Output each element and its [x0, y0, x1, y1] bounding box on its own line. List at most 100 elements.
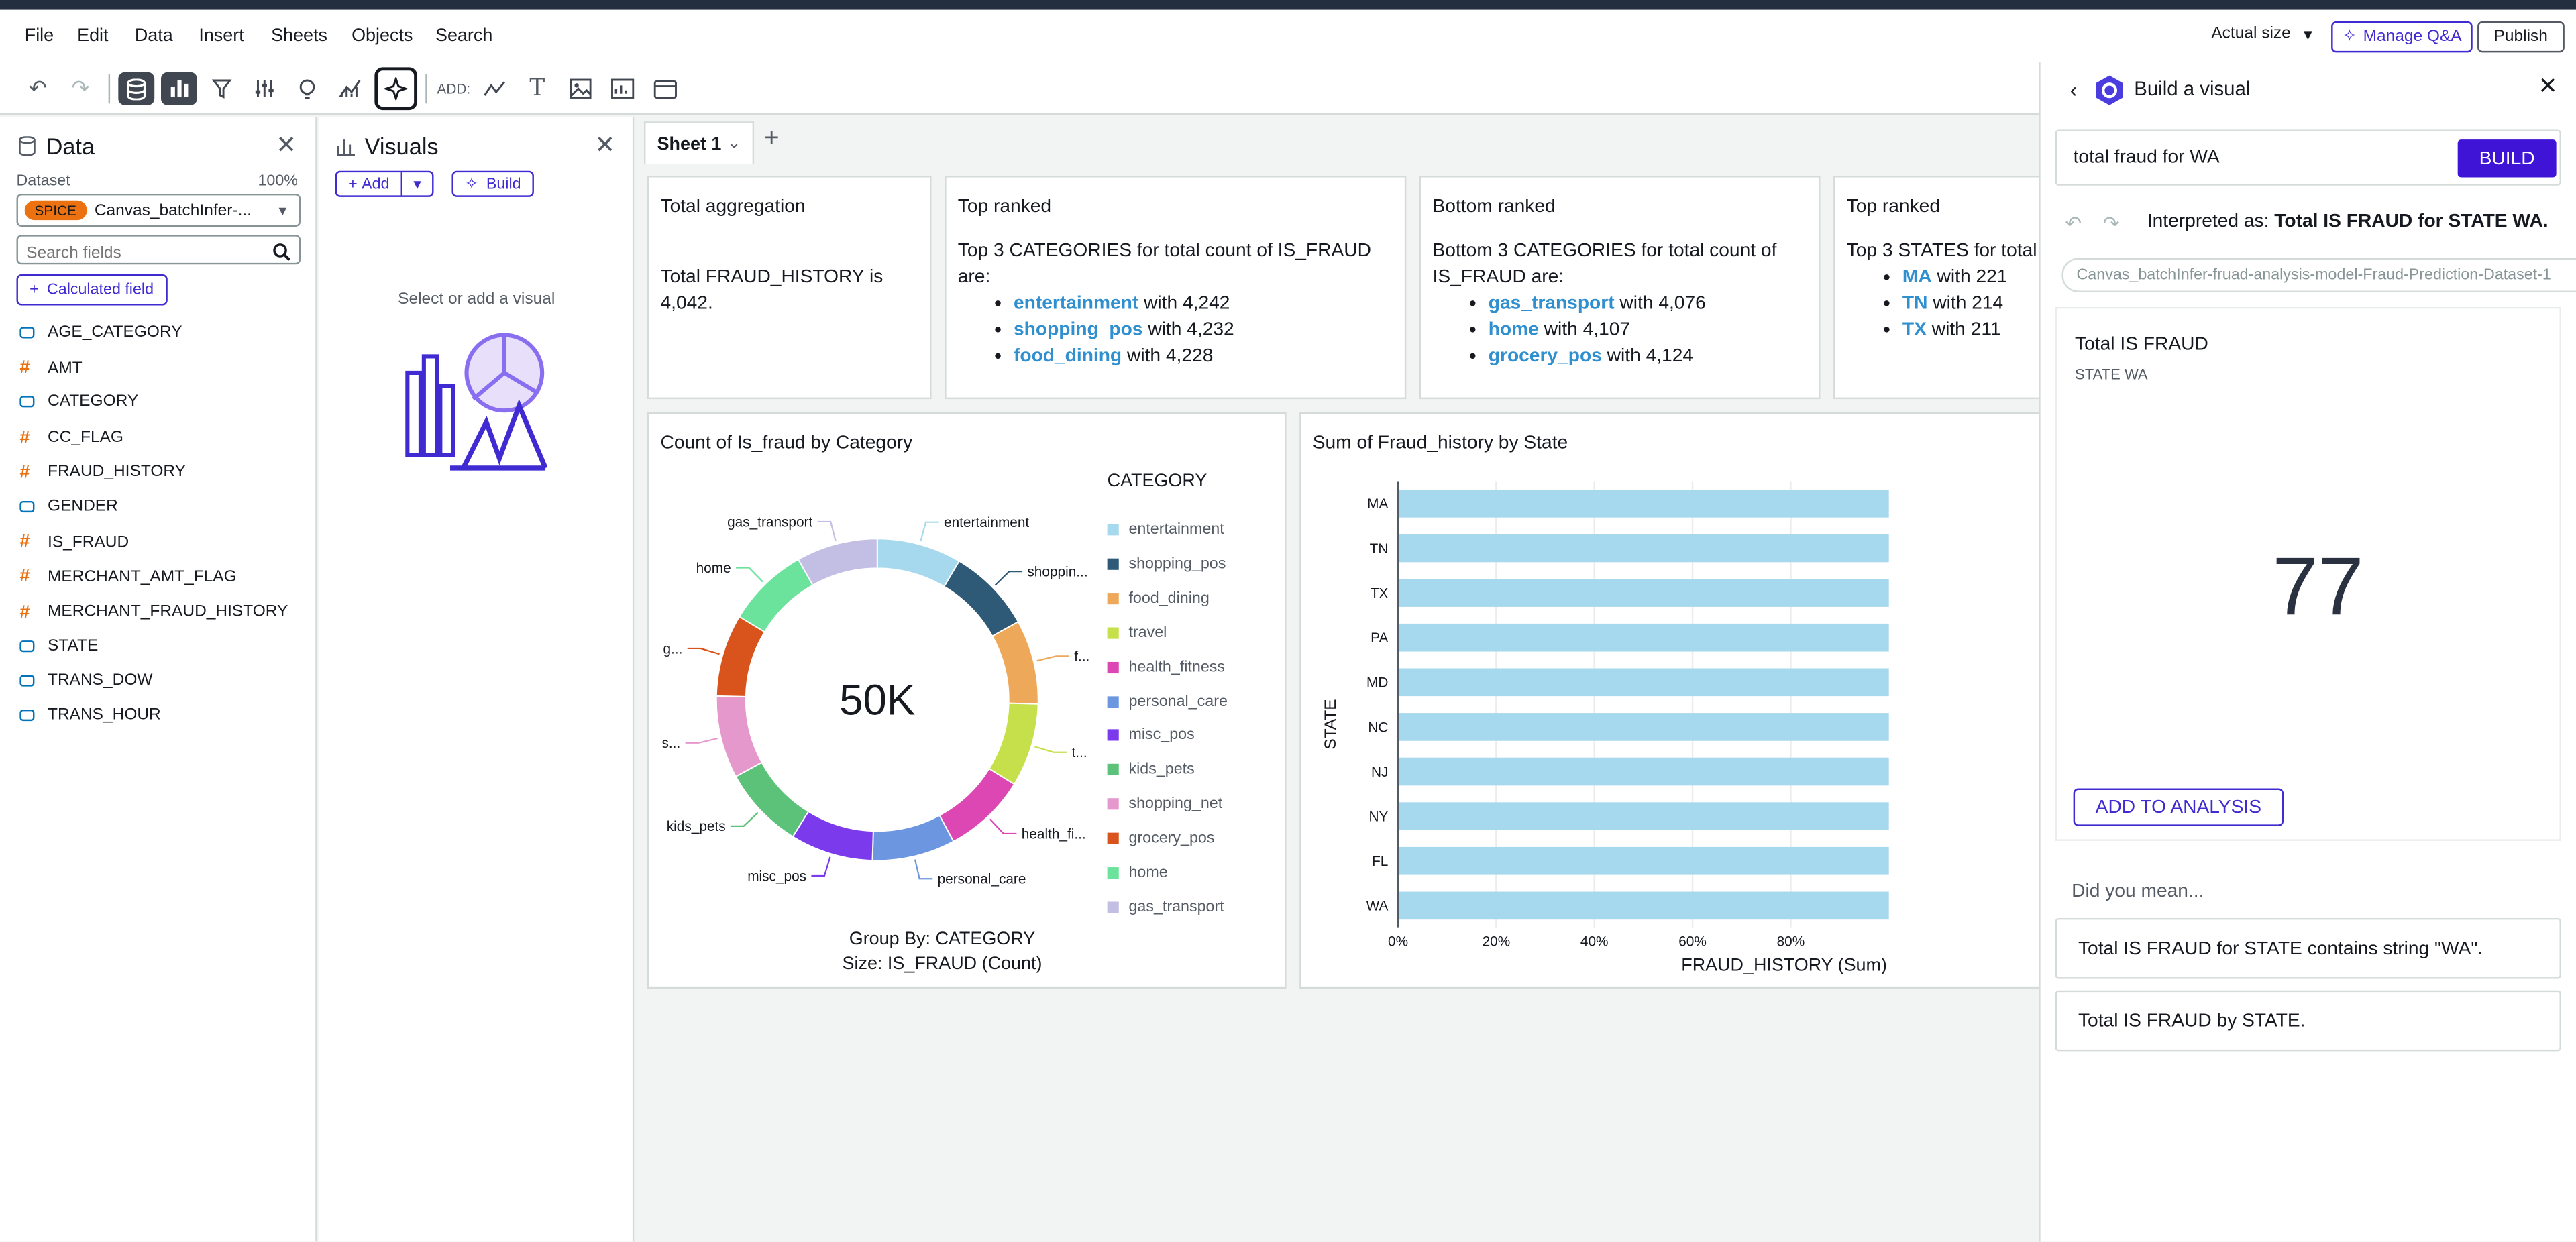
field-item[interactable]: # CC_FLAG: [19, 428, 123, 447]
build-button[interactable]: BUILD: [2457, 139, 2557, 178]
field-item[interactable]: # IS_FRAUD: [19, 532, 129, 552]
field-item[interactable]: GENDER: [19, 498, 118, 516]
close-icon[interactable]: ✕: [276, 131, 297, 160]
donut-slice[interactable]: [792, 810, 874, 862]
search-fields-input[interactable]: [17, 240, 248, 267]
bar[interactable]: [1398, 668, 1889, 697]
field-item[interactable]: CATEGORY: [19, 393, 138, 411]
search-icon[interactable]: [273, 240, 291, 270]
insight-card-total-aggregation[interactable]: Total aggregation Total FRAUD_HISTORY is…: [647, 176, 932, 400]
insight-link[interactable]: TN: [1902, 294, 1928, 314]
bar[interactable]: [1398, 623, 1889, 652]
publish-button[interactable]: Publish: [2477, 21, 2565, 53]
insight-link[interactable]: entertainment: [1014, 294, 1139, 314]
insight-link[interactable]: home: [1488, 320, 1539, 340]
undo-icon[interactable]: ↶: [28, 75, 47, 101]
donut-slice[interactable]: [715, 616, 766, 697]
add-image-icon[interactable]: [562, 72, 598, 105]
insight-card-bottom-ranked-categories[interactable]: Bottom ranked Bottom 3 CATEGORIES for to…: [1419, 176, 1821, 400]
field-item[interactable]: # MERCHANT_FRAUD_HISTORY: [19, 602, 288, 622]
redo-icon[interactable]: ↷: [71, 75, 90, 101]
menu-edit[interactable]: Edit: [77, 26, 109, 46]
forecast-chart-icon[interactable]: [332, 72, 368, 105]
insight-link[interactable]: gas_transport: [1488, 294, 1615, 314]
bar[interactable]: [1398, 757, 1889, 786]
donut-slice[interactable]: [876, 538, 961, 587]
bar[interactable]: [1398, 802, 1889, 830]
donut-chart-visual[interactable]: Count of Is_fraud by Category: [647, 412, 1287, 989]
insight-link[interactable]: shopping_pos: [1014, 320, 1143, 340]
insight-link[interactable]: MA: [1902, 268, 1932, 288]
query-input[interactable]: [2057, 131, 2451, 184]
legend-item[interactable]: grocery_pos: [1107, 830, 1214, 848]
donut-slice[interactable]: [871, 814, 955, 862]
donut-slice[interactable]: [738, 558, 814, 633]
database-icon[interactable]: [118, 72, 155, 105]
insight-link[interactable]: grocery_pos: [1488, 346, 1602, 367]
menu-data[interactable]: Data: [134, 26, 173, 46]
close-icon[interactable]: ✕: [594, 131, 616, 160]
field-item[interactable]: # FRAUD_HISTORY: [19, 463, 186, 482]
menu-insert[interactable]: Insert: [199, 26, 244, 46]
legend-item[interactable]: shopping_net: [1107, 795, 1222, 813]
legend-item[interactable]: food_dining: [1107, 589, 1210, 608]
insight-card-top-ranked-states[interactable]: Top ranked Top 3 STATES for total MA wit…: [1833, 176, 2063, 400]
tab-sheet-1[interactable]: Sheet 1 ⌄: [644, 121, 755, 164]
add-text-icon[interactable]: T: [529, 75, 545, 102]
build-visual-sparkle-icon[interactable]: [374, 67, 418, 111]
bar[interactable]: [1398, 490, 1889, 518]
add-line-icon[interactable]: [476, 72, 513, 105]
bar[interactable]: [1398, 579, 1889, 607]
add-chart-image-icon[interactable]: [604, 72, 641, 105]
add-visual-button[interactable]: + Add: [337, 172, 403, 196]
field-item[interactable]: TRANS_DOW: [19, 672, 153, 690]
legend-item[interactable]: misc_pos: [1107, 726, 1195, 744]
calculated-field-button[interactable]: + Calculated field: [16, 274, 167, 306]
field-item[interactable]: AGE_CATEGORY: [19, 323, 182, 341]
legend-item[interactable]: home: [1107, 864, 1168, 882]
build-visual-button[interactable]: ✧ Build: [451, 170, 535, 197]
donut-slice[interactable]: [797, 538, 878, 586]
chevron-down-icon[interactable]: ▼: [411, 176, 424, 192]
field-item[interactable]: # AMT: [19, 358, 82, 378]
field-item[interactable]: STATE: [19, 637, 98, 655]
donut-slice[interactable]: [938, 767, 1016, 842]
insight-link[interactable]: TX: [1902, 320, 1927, 340]
legend-item[interactable]: health_fitness: [1107, 658, 1225, 676]
field-item[interactable]: TRANS_HOUR: [19, 707, 161, 724]
insights-lightbulb-icon[interactable]: [289, 72, 325, 105]
close-icon[interactable]: ✕: [2538, 72, 2558, 99]
redo-icon[interactable]: ↷: [2102, 211, 2120, 235]
donut-slice[interactable]: [715, 695, 763, 778]
manage-qa-button[interactable]: ✧ Manage Q&A: [2331, 21, 2473, 53]
menu-sheets[interactable]: Sheets: [271, 26, 327, 46]
insight-link[interactable]: food_dining: [1014, 346, 1122, 367]
menu-search[interactable]: Search: [435, 26, 493, 46]
chevron-down-icon[interactable]: ⌄: [727, 134, 741, 153]
suggestion-item[interactable]: Total IS FRAUD for STATE contains string…: [2055, 917, 2561, 979]
legend-item[interactable]: kids_pets: [1107, 761, 1195, 779]
parameters-icon[interactable]: [246, 72, 282, 105]
visuals-bar-icon[interactable]: [161, 72, 197, 105]
legend-item[interactable]: personal_care: [1107, 692, 1228, 710]
field-item[interactable]: # MERCHANT_AMT_FLAG: [19, 567, 236, 587]
donut-slice[interactable]: [991, 620, 1039, 705]
legend-item[interactable]: shopping_pos: [1107, 555, 1226, 573]
dataset-chip[interactable]: Canvas_batchInfer-fruad-analysis-model-F…: [2061, 258, 2576, 292]
donut-slice[interactable]: [735, 761, 810, 838]
bar[interactable]: [1398, 713, 1889, 741]
filter-icon[interactable]: [204, 72, 240, 105]
menu-objects[interactable]: Objects: [352, 26, 413, 46]
add-sheet-plus-icon[interactable]: +: [763, 125, 780, 153]
donut-slice[interactable]: [943, 560, 1020, 637]
bar[interactable]: [1398, 846, 1889, 875]
zoom-size-dropdown[interactable]: Actual size ▼: [2211, 25, 2315, 43]
insight-card-top-ranked-categories[interactable]: Top ranked Top 3 CATEGORIES for total co…: [945, 176, 1407, 400]
bar[interactable]: [1398, 891, 1889, 920]
legend-item[interactable]: entertainment: [1107, 520, 1224, 539]
menu-file[interactable]: File: [24, 26, 54, 46]
legend-item[interactable]: gas_transport: [1107, 898, 1224, 916]
add-embed-icon[interactable]: [647, 72, 684, 105]
suggestion-item[interactable]: Total IS FRAUD by STATE.: [2055, 990, 2561, 1052]
add-to-analysis-button[interactable]: ADD TO ANALYSIS: [2073, 788, 2284, 826]
